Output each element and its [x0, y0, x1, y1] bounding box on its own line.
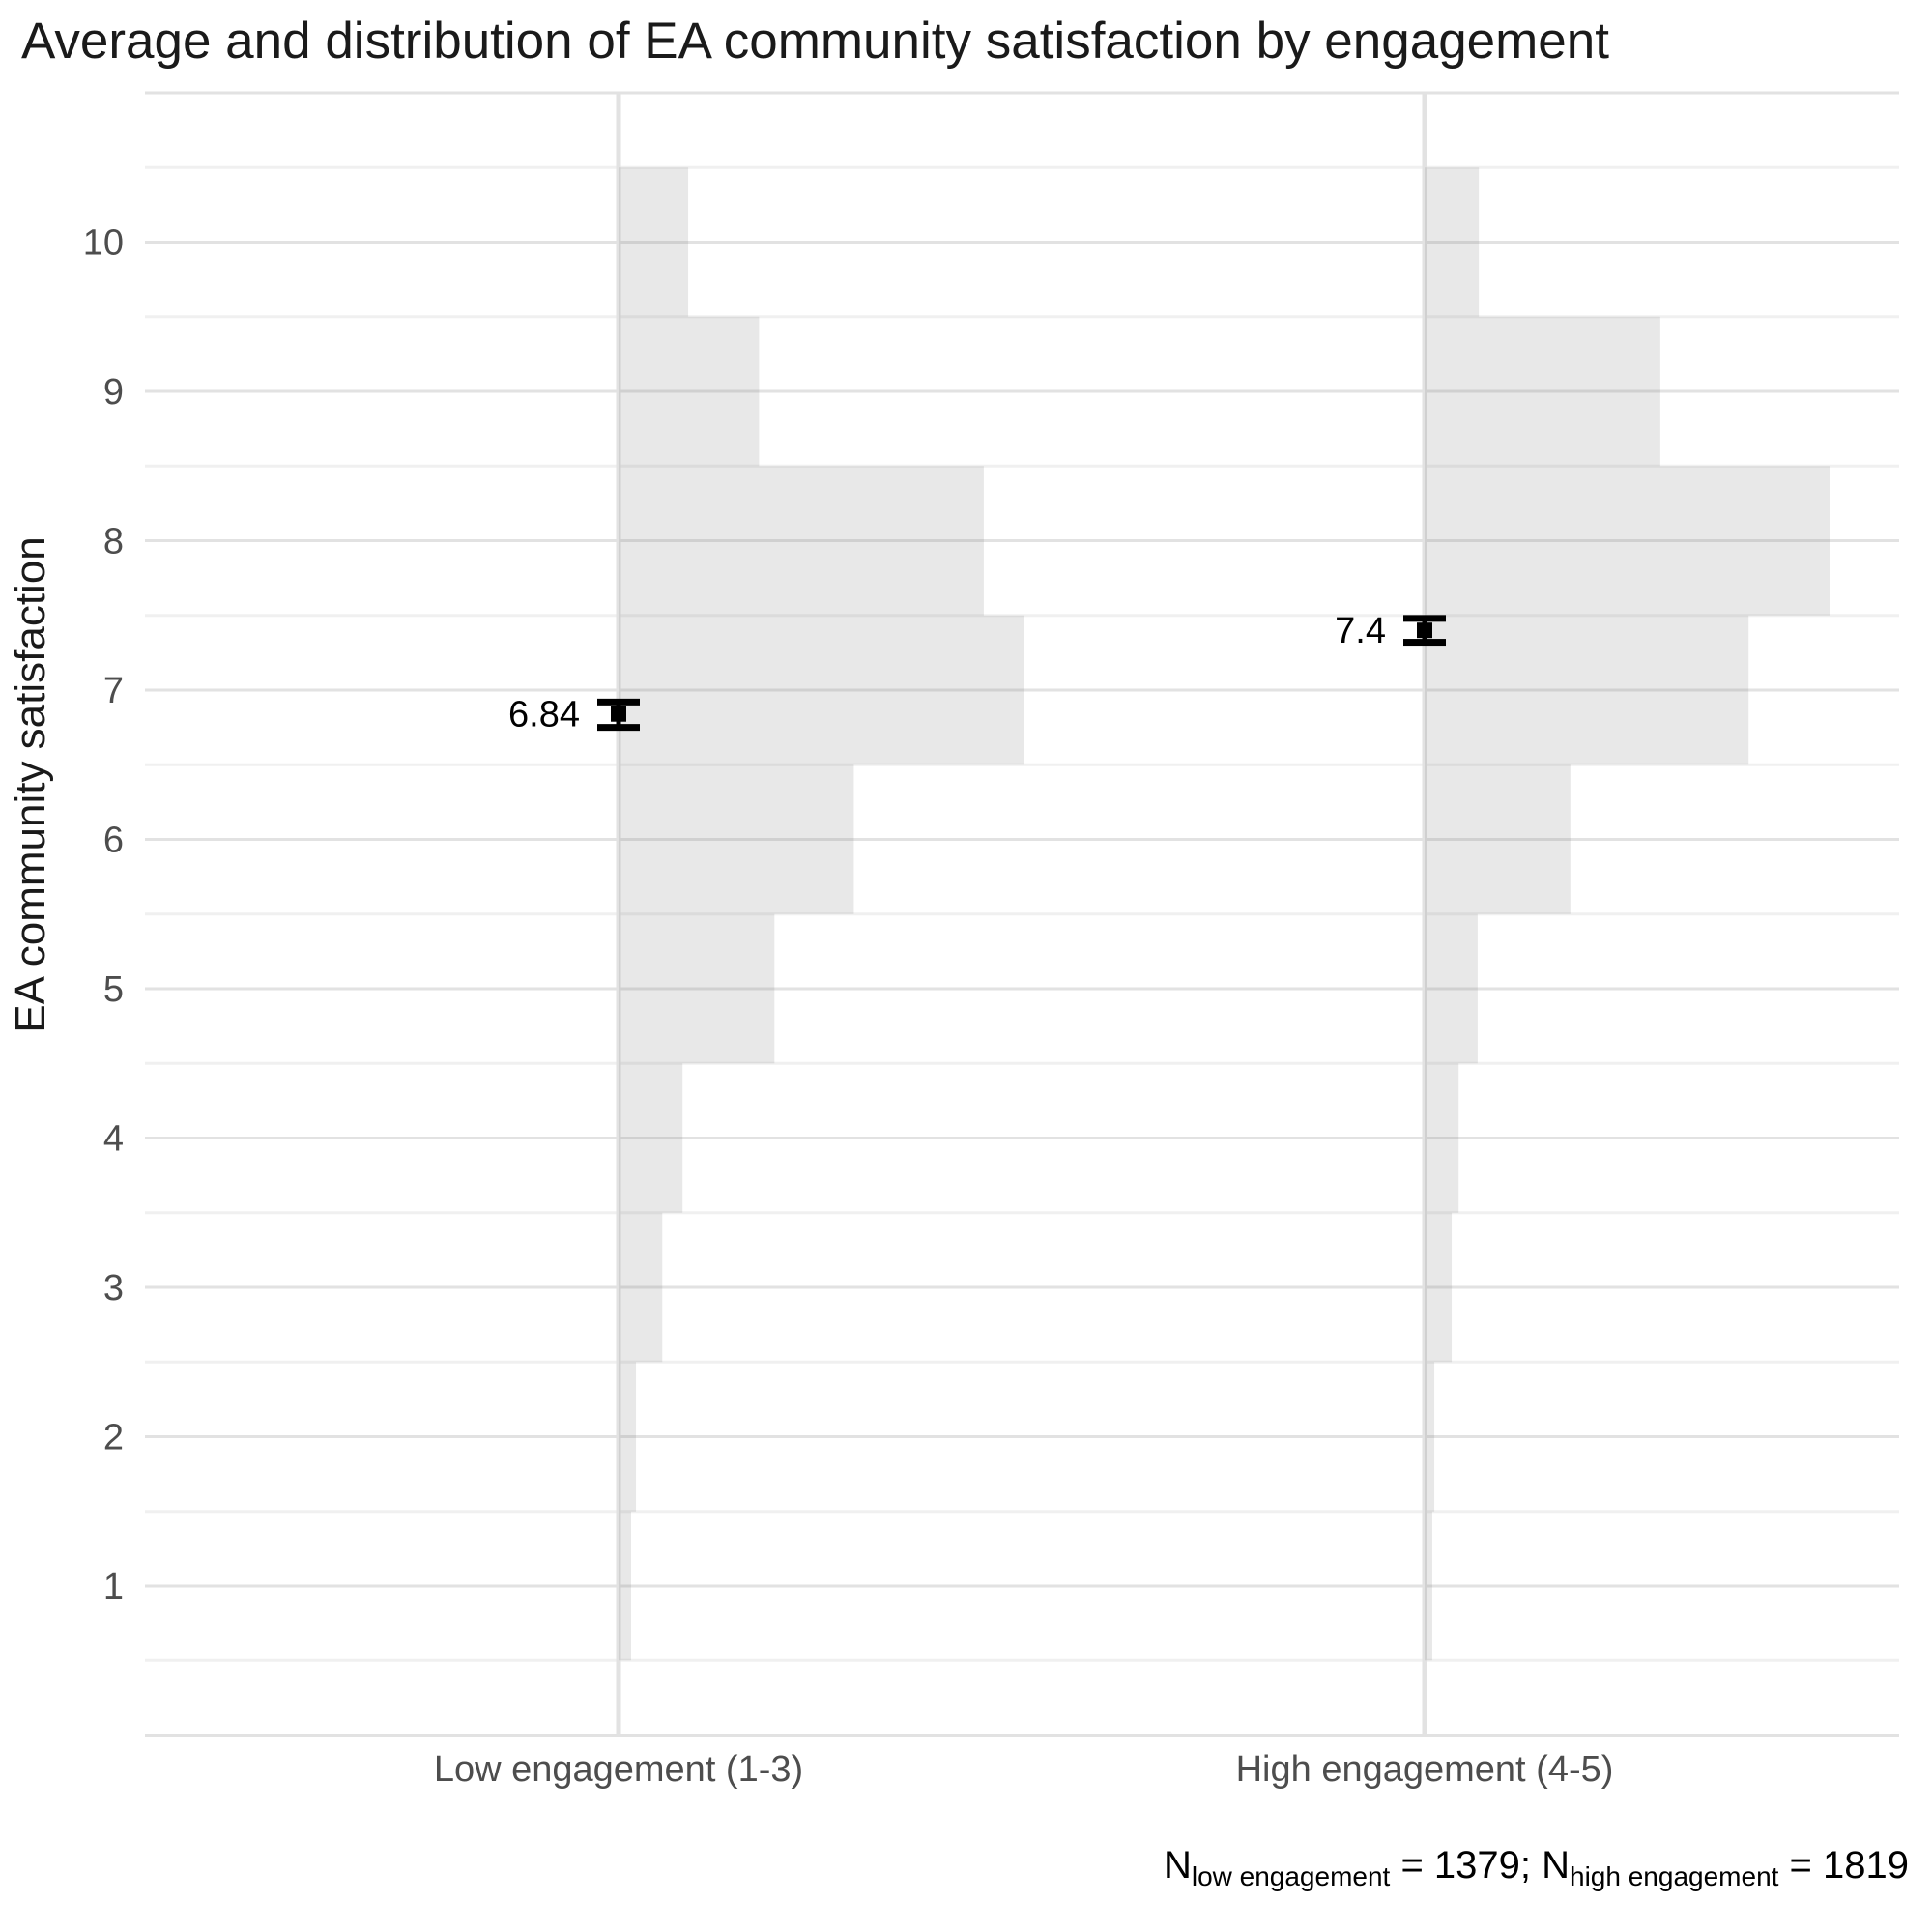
error-bar-cap-bottom	[597, 724, 640, 732]
x-category-label-high: High engagement (4-5)	[1236, 1749, 1614, 1790]
histogram-bar	[1425, 466, 1830, 616]
caption-n-low: N	[1163, 1844, 1192, 1887]
histogram-bar	[1425, 615, 1749, 765]
histogram-bar	[1425, 316, 1660, 467]
y-tick-label: 9	[103, 372, 124, 413]
axis-layer: 1 2 3 4 5 6 7 8 9 10	[83, 223, 124, 1608]
histogram-bar	[619, 764, 854, 914]
y-tick-label: 6	[103, 821, 124, 861]
y-tick-label: 2	[103, 1418, 124, 1458]
error-bar-cap-top	[1403, 615, 1446, 622]
caption-n-high-value: = 1819	[1778, 1844, 1909, 1887]
error-bar-cap-top	[597, 698, 640, 706]
x-category-label-low: Low engagement (1-3)	[434, 1749, 803, 1790]
y-tick-label: 3	[103, 1268, 124, 1309]
caption-n-high-subscript: high engagement	[1570, 1860, 1779, 1891]
histogram-bar	[619, 466, 984, 616]
caption-n-high: N	[1542, 1844, 1571, 1887]
histogram-bar	[1425, 764, 1571, 914]
y-tick-label: 1	[103, 1567, 124, 1607]
chart-title: Average and distribution of EA community…	[21, 13, 1609, 70]
histogram-bar	[619, 167, 689, 317]
histogram-bar	[1425, 1362, 1435, 1512]
histogram-bar	[1425, 1212, 1453, 1363]
histogram-bar	[619, 1511, 631, 1661]
histogram-bar	[619, 913, 775, 1064]
caption-n-low-subscript: low engagement	[1191, 1860, 1391, 1891]
y-tick-label: 4	[103, 1119, 124, 1160]
histogram-bar	[1425, 913, 1478, 1064]
histogram-bar	[1425, 167, 1480, 317]
histogram-bar	[619, 316, 760, 467]
mean-value-label: 7.4	[1335, 611, 1386, 651]
error-bar-cap-bottom	[1403, 639, 1446, 647]
mean-interval-layer: 6.84 7.4	[508, 611, 1446, 735]
y-axis-title: EA community satisfaction	[7, 536, 54, 1033]
histogram-layer	[619, 167, 1830, 1661]
mean-value-label: 6.84	[508, 695, 580, 735]
histogram-bar	[619, 1362, 637, 1512]
sample-size-caption: Nlow engagement = 1379; Nhigh engagement…	[1164, 1844, 1909, 1892]
y-tick-label: 7	[103, 671, 124, 711]
histogram-bar	[619, 1063, 683, 1213]
y-tick-label: 5	[103, 969, 124, 1010]
histogram-bar	[619, 1212, 663, 1363]
mean-point	[1417, 622, 1432, 639]
caption-n-low-value: = 1379;	[1390, 1844, 1543, 1887]
histogram-bar	[1425, 1511, 1432, 1661]
grid-layer	[145, 91, 1899, 1737]
y-tick-label: 10	[83, 223, 124, 264]
y-tick-label: 8	[103, 522, 124, 562]
histogram-bar	[1425, 1063, 1459, 1213]
mean-point	[611, 706, 626, 722]
histogram-bar	[619, 615, 1024, 765]
